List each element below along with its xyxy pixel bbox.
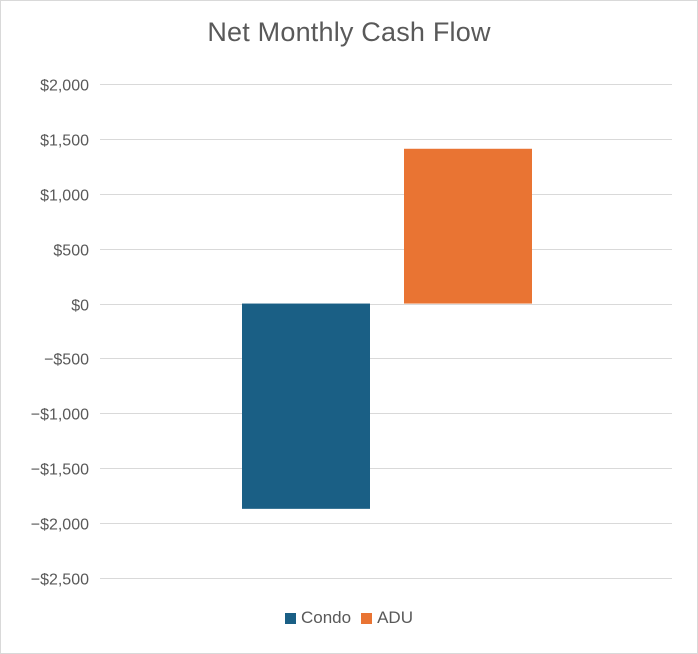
legend-swatch bbox=[361, 612, 373, 624]
legend-item-adu: ADU bbox=[361, 608, 413, 628]
bar-adu bbox=[404, 148, 532, 304]
bar-condo bbox=[242, 303, 370, 509]
y-tick-label: $0 bbox=[71, 298, 89, 315]
y-tick-label: −$1,000 bbox=[31, 407, 89, 424]
y-tick-label: −$500 bbox=[44, 352, 89, 369]
legend-label: ADU bbox=[377, 608, 413, 627]
legend-label: Condo bbox=[300, 608, 352, 627]
chart-title: Net Monthly Cash Flow bbox=[207, 17, 491, 47]
y-tick-label: −$2,000 bbox=[31, 517, 89, 534]
y-tick-label: −$2,500 bbox=[31, 572, 89, 589]
y-tick-label: $1,000 bbox=[40, 188, 89, 205]
y-tick-label: $500 bbox=[53, 243, 89, 260]
y-tick-label: $1,500 bbox=[40, 133, 89, 150]
legend-item-condo: Condo bbox=[284, 608, 352, 628]
y-tick-label: $2,000 bbox=[40, 78, 89, 95]
legend-swatch bbox=[284, 612, 296, 624]
chart-legend: Condo ADU bbox=[0, 608, 698, 628]
y-tick-label: −$1,500 bbox=[31, 462, 89, 479]
